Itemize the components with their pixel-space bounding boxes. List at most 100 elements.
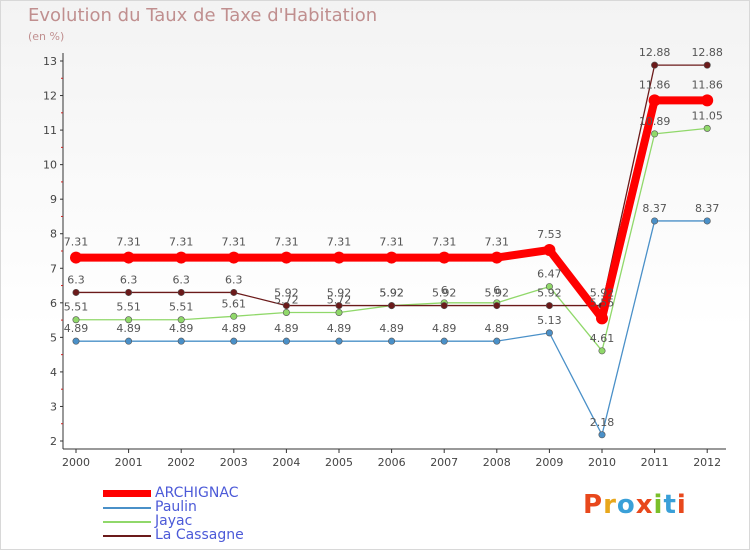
data-point-la-cassagne [282, 302, 290, 310]
data-point-paulin [545, 329, 553, 337]
data-label-paulin: 4.89 [222, 322, 247, 335]
data-label-la-cassagne: 5.92 [537, 287, 562, 300]
chart-title: Evolution du Taux de Taxe d'Habitation [28, 5, 378, 26]
data-point-paulin [125, 337, 133, 345]
y-tick-label: 4 [50, 366, 57, 379]
data-label-la-cassagne: 5.92 [274, 287, 299, 300]
data-label-jayac: 5.51 [169, 301, 194, 314]
data-point-la-cassagne [440, 302, 448, 310]
data-label-jayac: 5.61 [222, 297, 247, 310]
data-label-archignac: 7.31 [379, 236, 404, 249]
data-point-jayac [335, 308, 343, 316]
data-point-archignac [227, 251, 240, 264]
data-label-paulin: 4.89 [379, 322, 404, 335]
data-point-jayac [230, 312, 238, 320]
data-point-jayac [72, 316, 80, 324]
data-label-la-cassagne: 5.92 [379, 287, 404, 300]
data-point-archignac [122, 251, 135, 264]
y-tick-label: 6 [50, 297, 57, 310]
data-point-paulin [440, 337, 448, 345]
data-point-la-cassagne [493, 302, 501, 310]
legend-label-paulin: Paulin [155, 499, 197, 515]
data-point-paulin [598, 431, 606, 439]
data-label-jayac: 5.51 [64, 301, 89, 314]
data-label-jayac: 6 [493, 284, 500, 297]
data-point-paulin [282, 337, 290, 345]
data-label-archignac: 7.53 [537, 228, 562, 241]
y-tick-label: 2 [50, 435, 57, 448]
data-point-archignac [333, 251, 345, 264]
x-tick-label: 2007 [430, 456, 458, 469]
y-tick-label: 12 [43, 90, 57, 103]
data-label-archignac: 5.55 [590, 296, 615, 309]
x-tick-label: 2002 [167, 456, 195, 469]
data-label-archignac: 7.31 [432, 236, 457, 249]
data-label-jayac: 6.47 [537, 268, 562, 281]
data-point-paulin [177, 337, 185, 345]
x-tick-label: 2001 [115, 456, 143, 469]
data-point-archignac [490, 251, 503, 264]
data-point-paulin [703, 217, 711, 225]
data-label-la-cassagne: 5.92 [485, 287, 510, 300]
data-point-archignac [280, 251, 293, 264]
chart-unit-label: (en %) [28, 30, 65, 43]
data-point-archignac [438, 251, 451, 264]
data-label-la-cassagne: 5.92 [590, 287, 615, 300]
data-label-paulin: 4.89 [274, 322, 299, 335]
logo-letter: i [676, 490, 687, 520]
logo-letter: x [635, 490, 654, 520]
logo-letter: P [583, 490, 604, 520]
data-label-archignac: 7.31 [222, 236, 247, 249]
data-label-jayac: 11.05 [691, 109, 723, 122]
data-point-archignac [701, 94, 714, 107]
legend-swatch-paulin [103, 507, 151, 509]
data-point-jayac [598, 347, 606, 355]
logo-letter: t [663, 490, 677, 520]
x-tick-label: 2010 [588, 456, 616, 469]
data-label-la-cassagne: 6.3 [225, 273, 243, 286]
data-label-la-cassagne: 5.92 [432, 287, 457, 300]
data-point-paulin [335, 337, 343, 345]
data-label-jayac: 4.61 [590, 332, 615, 345]
data-label-jayac: 5.72 [274, 293, 299, 306]
x-tick-label: 2008 [483, 456, 511, 469]
data-label-paulin: 4.89 [432, 322, 457, 335]
x-tick-label: 2000 [62, 456, 90, 469]
data-label-archignac: 7.31 [169, 236, 194, 249]
data-label-archignac: 7.31 [64, 236, 89, 249]
logo-letter: r [603, 490, 617, 520]
data-label-la-cassagne: 6.3 [172, 273, 190, 286]
data-point-la-cassagne [230, 288, 238, 296]
data-point-paulin [72, 337, 80, 345]
data-point-la-cassagne [545, 302, 553, 310]
y-tick-label: 10 [43, 159, 57, 172]
data-point-la-cassagne [72, 288, 80, 296]
data-point-paulin [388, 337, 396, 345]
data-label-archignac: 7.31 [274, 236, 299, 249]
data-label-paulin: 4.89 [64, 322, 89, 335]
data-label-archignac: 7.31 [485, 236, 510, 249]
logo-letter: o [616, 490, 636, 520]
data-point-la-cassagne [177, 288, 185, 296]
data-point-jayac [282, 308, 290, 316]
data-label-la-cassagne: 5.92 [327, 287, 352, 300]
legend-swatch-jayac [103, 521, 151, 523]
data-label-archignac: 7.31 [116, 236, 141, 249]
data-label-archignac: 11.86 [639, 78, 671, 91]
data-label-la-cassagne: 6.3 [67, 273, 85, 286]
data-point-jayac [177, 316, 185, 324]
y-tick-label: 9 [50, 193, 57, 206]
data-point-jayac [703, 124, 711, 132]
data-point-archignac [648, 94, 661, 107]
data-point-paulin [493, 337, 501, 345]
x-tick-label: 2005 [325, 456, 353, 469]
x-tick-label: 2009 [535, 456, 563, 469]
data-point-la-cassagne [388, 302, 396, 310]
x-tick-label: 2006 [378, 456, 406, 469]
data-point-archignac [596, 312, 608, 325]
legend-swatch-la-cassagne [103, 535, 151, 537]
data-label-jayac: 6 [441, 284, 448, 297]
y-tick-label: 5 [50, 331, 57, 344]
data-label-paulin: 4.89 [485, 322, 510, 335]
